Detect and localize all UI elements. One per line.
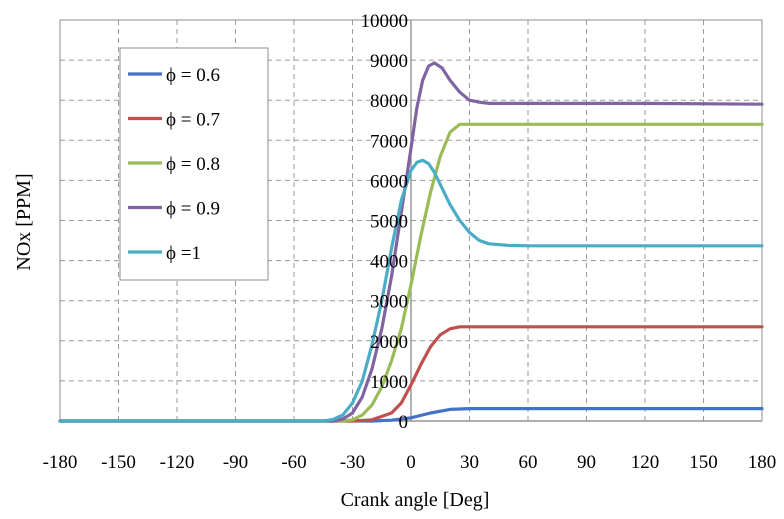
x-tick-label: 120: [631, 452, 660, 473]
y-tick-label: 0: [399, 412, 409, 433]
legend: ϕ = 0.6 ϕ = 0.7 ϕ = 0.8 ϕ = 0.9 ϕ =1: [119, 47, 269, 281]
legend-label: ϕ = 0.9: [166, 199, 220, 220]
x-tick-label: 60: [519, 452, 538, 473]
x-tick-label: -180: [43, 452, 78, 473]
x-axis-label: Crank angle [Deg]: [341, 489, 490, 511]
tick-labels: 0 1000 2000 3000 4000 5000 6000 7000 8000 9000 100…: [43, 11, 777, 473]
x-tick-label: -30: [340, 452, 365, 473]
y-tick-label: 8000: [370, 91, 408, 112]
x-tick-label: 90: [577, 452, 596, 473]
y-tick-label: 3000: [370, 292, 408, 313]
y-axis-label: NOx [PPM]: [13, 173, 35, 270]
series-lines: [58, 61, 764, 423]
x-tick-label: 30: [460, 452, 479, 473]
x-tick-label: -90: [223, 452, 248, 473]
series-line: [58, 122, 764, 423]
x-tick-label: -60: [281, 452, 306, 473]
legend-label: ϕ = 0.8: [166, 154, 220, 175]
x-tick-label: 180: [748, 452, 777, 473]
x-tick-label: 0: [406, 452, 416, 473]
y-tick-label: 9000: [370, 51, 408, 72]
legend-label: ϕ = 0.7: [166, 110, 220, 131]
x-tick-label: -120: [160, 452, 195, 473]
series-line: [58, 61, 764, 423]
series-line: [58, 325, 764, 423]
y-tick-label: 4000: [370, 252, 408, 273]
series-line: [58, 158, 764, 423]
y-tick-label: 2000: [370, 332, 408, 353]
y-tick-label: 10000: [361, 11, 409, 32]
legend-label: ϕ = 0.6: [166, 65, 220, 86]
y-tick-label: 1000: [370, 372, 408, 393]
legend-label: ϕ =1: [166, 243, 201, 264]
x-tick-label: -150: [101, 452, 136, 473]
y-tick-label: 6000: [370, 171, 408, 192]
y-tick-label: 5000: [370, 212, 408, 233]
x-tick-label: 150: [689, 452, 718, 473]
y-tick-label: 7000: [370, 131, 408, 152]
